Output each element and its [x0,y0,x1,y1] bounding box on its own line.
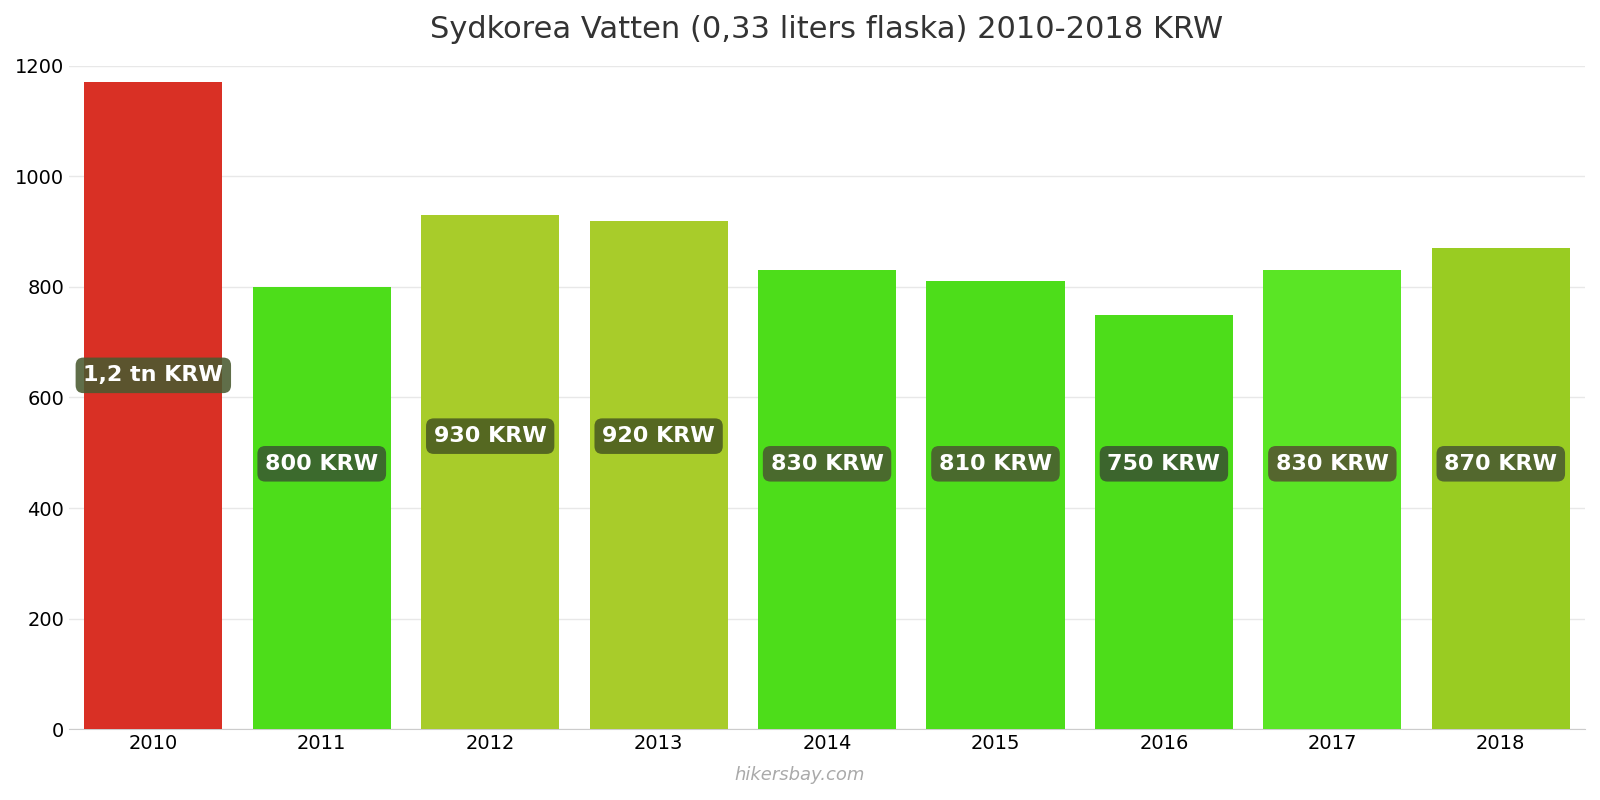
Bar [253,287,390,729]
Bar [85,82,222,729]
Bar [1264,270,1402,729]
Text: 750 KRW: 750 KRW [1107,454,1221,474]
Bar [758,270,896,729]
Text: 920 KRW: 920 KRW [602,426,715,446]
Text: 830 KRW: 830 KRW [771,454,883,474]
Text: hikersbay.com: hikersbay.com [734,766,866,784]
Bar [1432,248,1570,729]
Text: 810 KRW: 810 KRW [939,454,1051,474]
Bar [926,282,1064,729]
Title: Sydkorea Vatten (0,33 liters flaska) 2010-2018 KRW: Sydkorea Vatten (0,33 liters flaska) 201… [430,15,1224,44]
Text: 930 KRW: 930 KRW [434,426,547,446]
Text: 830 KRW: 830 KRW [1275,454,1389,474]
Text: 1,2 tn KRW: 1,2 tn KRW [83,366,224,386]
Bar [589,221,728,729]
Text: 870 KRW: 870 KRW [1445,454,1557,474]
Bar [1094,314,1234,729]
Bar [421,215,560,729]
Text: 800 KRW: 800 KRW [266,454,378,474]
